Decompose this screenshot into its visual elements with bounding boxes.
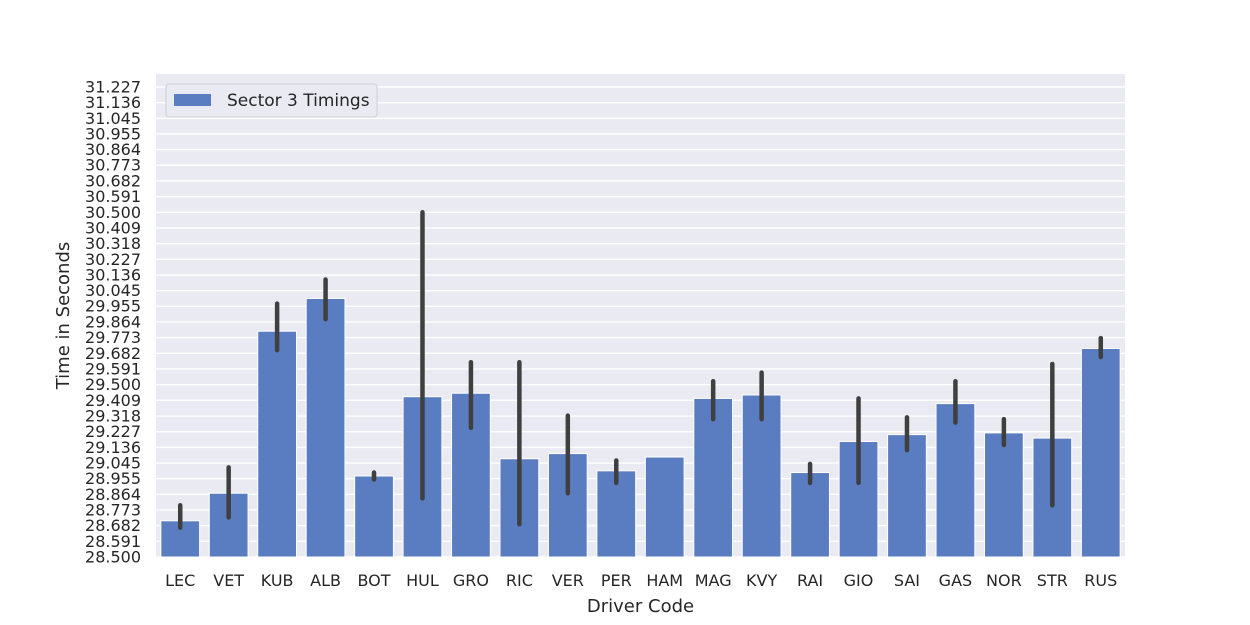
legend-swatch: [174, 94, 211, 106]
x-tick-label: VER: [552, 571, 584, 590]
x-tick-label: KUB: [261, 571, 294, 590]
x-tick-label: MAG: [695, 571, 732, 590]
y-tick-label: 28.864: [85, 485, 141, 504]
y-tick-label: 29.227: [85, 422, 141, 441]
y-tick-label: 30.955: [85, 124, 141, 143]
bar: [935, 403, 976, 558]
x-tick-label: RAI: [797, 571, 823, 590]
y-tick-label: 28.773: [85, 500, 141, 519]
x-tick-label: GIO: [844, 571, 874, 590]
bar: [305, 297, 346, 558]
y-tick-label: 31.227: [85, 78, 141, 97]
bar: [790, 472, 830, 558]
y-tick-label: 30.773: [85, 156, 141, 175]
y-tick-label: 30.318: [85, 234, 141, 253]
x-tick-label: SAI: [894, 571, 920, 590]
y-tick-label: 31.136: [85, 93, 141, 112]
x-tick-label: LEC: [165, 571, 195, 590]
x-tick-label: PER: [601, 571, 632, 590]
bar: [1080, 347, 1121, 558]
bar: [354, 475, 394, 558]
x-tick-label: VET: [213, 571, 244, 590]
x-tick-label: GRO: [453, 571, 489, 590]
y-tick-label: 30.136: [85, 266, 141, 285]
y-tick-label: 29.955: [85, 297, 141, 316]
error-bars: [177, 210, 1104, 530]
bar: [257, 330, 298, 558]
x-tick-label: KVY: [746, 571, 777, 590]
x-tick-label: STR: [1037, 571, 1068, 590]
y-tick-label: 28.955: [85, 469, 141, 488]
x-tick-label: RIC: [506, 571, 533, 590]
y-tick-label: 30.227: [85, 250, 141, 269]
y-tick-label: 29.864: [85, 312, 141, 331]
bars: [160, 297, 1121, 558]
y-tick-label: 29.682: [85, 344, 141, 363]
y-tick-label: 29.773: [85, 328, 141, 347]
bar: [741, 394, 782, 558]
bar: [983, 432, 1024, 558]
y-tick-label: 29.136: [85, 438, 141, 457]
y-tick-label: 29.500: [85, 375, 141, 394]
y-axis-ticks: 28.50028.59128.68228.77328.86428.95529.0…: [85, 78, 141, 567]
bar: [644, 456, 685, 558]
y-tick-label: 29.409: [85, 391, 141, 410]
bar: [887, 434, 927, 558]
y-tick-label: 30.591: [85, 187, 141, 206]
x-tick-label: GAS: [939, 571, 973, 590]
x-tick-label: RUS: [1084, 571, 1117, 590]
y-tick-label: 28.682: [85, 516, 141, 535]
y-tick-label: 30.682: [85, 171, 141, 190]
bar: [693, 397, 734, 558]
y-tick-label: 30.409: [85, 218, 141, 237]
legend: Sector 3 Timings: [165, 83, 378, 118]
y-tick-label: 30.500: [85, 203, 141, 222]
x-tick-label: BOT: [357, 571, 390, 590]
y-tick-label: 28.500: [85, 548, 141, 567]
x-tick-label: HUL: [406, 571, 439, 590]
legend-box: [165, 83, 378, 118]
x-tick-label: ALB: [310, 571, 341, 590]
x-axis-ticks: LEC VET KUB ALB BOT HUL GRO RIC VER PER HAM MAG KVY R…: [165, 571, 1117, 590]
y-tick-label: 29.045: [85, 454, 141, 473]
y-tick-label: 31.045: [85, 109, 141, 128]
y-tick-label: 28.591: [85, 532, 141, 551]
x-axis-label: Driver Code: [587, 596, 694, 617]
bar: [596, 470, 637, 558]
y-tick-label: 29.591: [85, 359, 141, 378]
y-tick-label: 29.318: [85, 407, 141, 426]
y-tick-label: 30.045: [85, 281, 141, 300]
plot-area: [156, 74, 1125, 557]
legend-label: Sector 3 Timings: [227, 91, 370, 111]
y-axis-label: Time in Seconds: [53, 242, 74, 391]
x-tick-label: NOR: [986, 571, 1022, 590]
y-tick-label: 30.864: [85, 140, 141, 159]
x-tick-label: HAM: [646, 571, 683, 590]
